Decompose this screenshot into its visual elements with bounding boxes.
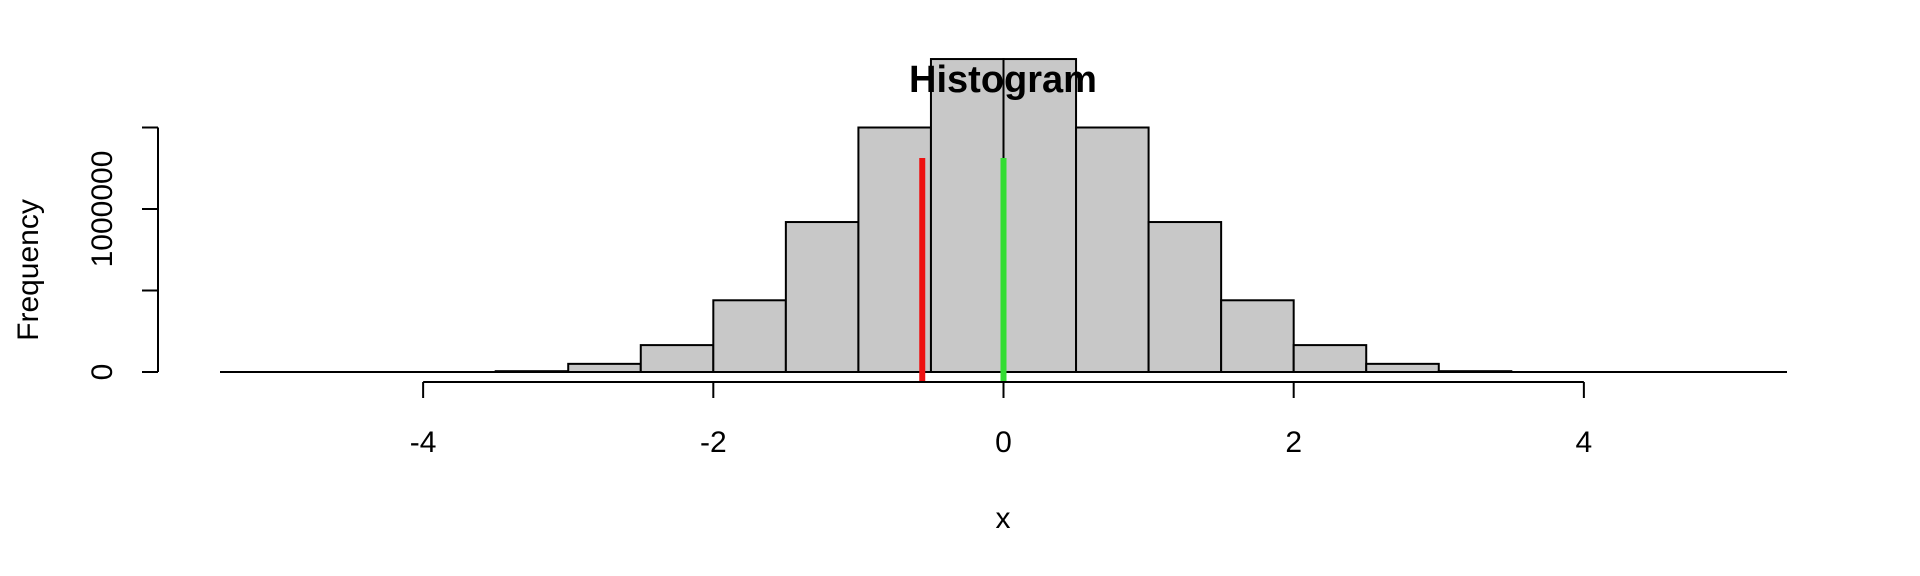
histogram-bar (639, 344, 715, 374)
y-tick-label: 1000000 (86, 151, 119, 268)
plot-region (220, 58, 1787, 382)
histogram-bar (494, 370, 570, 373)
histogram-bar (1147, 221, 1223, 373)
x-tick-label: 2 (1285, 426, 1302, 459)
histogram-bar (712, 299, 787, 373)
histogram-bar (1002, 58, 1078, 373)
histogram-bar (929, 58, 1005, 373)
chart-title: Histogram (909, 59, 1097, 101)
histogram-bar (567, 362, 642, 374)
histogram-bar (1292, 344, 1368, 374)
y-tick-label: 0 (86, 364, 119, 381)
x-tick-label: -4 (410, 426, 437, 459)
x-tick-label: -2 (700, 426, 727, 459)
histogram-bars (494, 58, 1513, 374)
histogram-bar (857, 126, 932, 373)
y-axis: 0 1000000 (86, 126, 159, 381)
histogram-bar (1075, 126, 1150, 373)
histogram-bar (784, 221, 860, 373)
histogram-bar (1220, 299, 1295, 373)
x-tick-label: 0 (995, 426, 1012, 459)
x-axis-label: x (996, 502, 1011, 535)
x-axis: -4 -2 0 2 4 (410, 381, 1593, 459)
histogram-bar (1437, 370, 1513, 373)
histogram-bar (1365, 362, 1440, 374)
reference-lines (919, 158, 1007, 382)
y-axis-label: Frequency (12, 199, 45, 341)
x-tick-label: 4 (1576, 426, 1593, 459)
